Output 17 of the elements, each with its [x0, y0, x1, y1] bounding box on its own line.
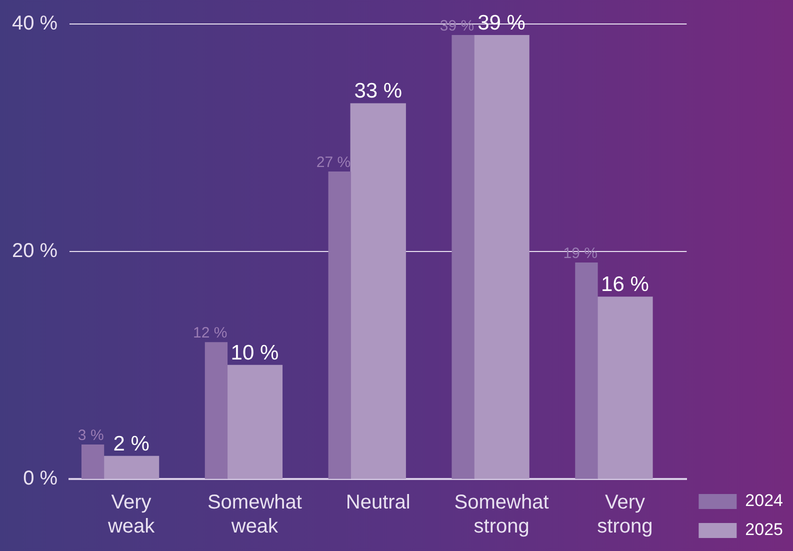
y-tick-label: 20 % [12, 240, 58, 262]
x-tick-label: Neutral [346, 492, 410, 514]
y-tick-label: 40 % [12, 12, 58, 35]
y-tick-label: 0 % [23, 468, 58, 490]
legend-label: 2025 [745, 520, 784, 540]
data-label: 16 % [601, 273, 649, 296]
data-label: 12 % [193, 324, 228, 342]
x-tick-label: Very weak [106, 492, 156, 538]
x-tick-label: Somewhat weak [207, 492, 302, 538]
data-label: 33 % [354, 80, 402, 103]
data-label: 10 % [230, 341, 279, 364]
data-label: 2 % [113, 432, 150, 456]
x-tick-label: Very strong [597, 492, 653, 538]
x-tick-label: Somewhat strong [454, 492, 550, 538]
legend-label: 2024 [745, 491, 784, 510]
data-label: 27 % [316, 154, 351, 171]
data-label: 3 % [78, 426, 104, 444]
